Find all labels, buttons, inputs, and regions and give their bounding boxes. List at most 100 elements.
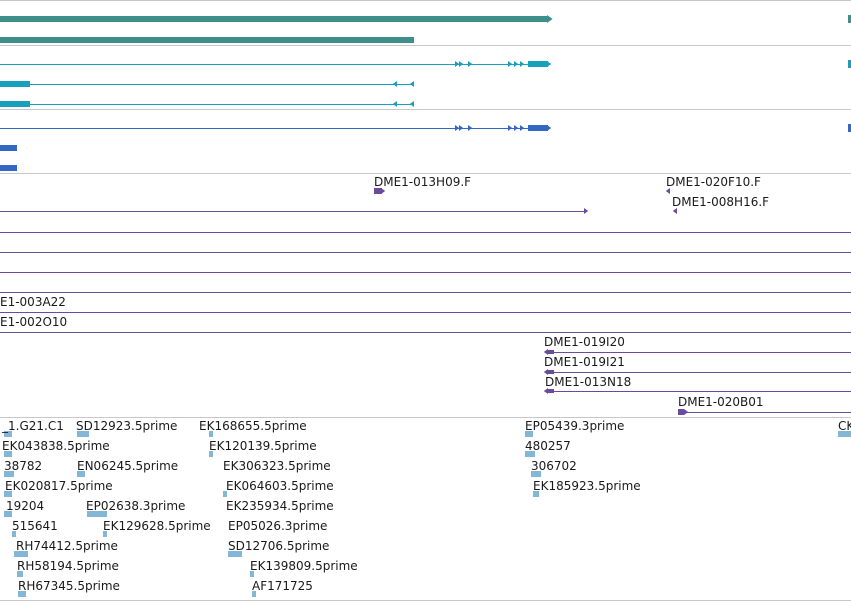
triangle-arrow-icon [459,125,464,131]
clone-marker[interactable] [548,370,554,374]
est-block[interactable] [250,571,254,577]
est-label[interactable]: 38782 [4,459,43,473]
triangle-arrow-icon [547,125,552,131]
est-label[interactable]: SD12706.5prime [228,539,330,553]
exon-block[interactable] [0,165,17,171]
clone-label[interactable]: DME1-020F10.F [666,175,761,189]
triangle-arrow-icon [543,369,548,375]
est-block[interactable] [4,491,12,497]
clone-label[interactable]: DME1-019I20 [544,335,625,349]
est-block[interactable] [77,471,85,477]
est-block[interactable] [838,431,851,437]
est-label[interactable]: EN06245.5prime [77,459,179,473]
est-block[interactable] [4,511,12,517]
triangle-arrow-icon [409,81,414,87]
exon-block[interactable] [528,61,548,67]
est-block[interactable] [17,571,23,577]
est-label[interactable]: RH58194.5prime [17,559,119,573]
est-block[interactable] [525,451,535,457]
triangle-arrow-icon [672,208,677,214]
est-label[interactable]: EK168655.5prime [199,419,307,433]
est-label[interactable]: EK020817.5prime [5,479,113,493]
est-label[interactable]: EK235934.5prime [226,499,334,513]
est-block[interactable] [103,531,107,537]
clone-label[interactable]: DME1-019I21 [544,355,625,369]
est-label[interactable]: 480257 [525,439,571,453]
est-label[interactable]: EK139809.5prime [250,559,358,573]
gene-bar[interactable] [0,16,548,22]
est-label[interactable]: RH74412.5prime [16,539,118,553]
est-label[interactable]: EP02638.3prime [86,499,186,513]
est-label[interactable]: EP05439.3prime [525,419,625,433]
est-block[interactable] [18,591,26,597]
triangle-arrow-icon [514,125,519,131]
est-block[interactable] [12,531,16,537]
triangle-arrow-icon [459,61,464,67]
exon-block[interactable] [0,81,30,87]
est-block[interactable] [4,471,14,477]
triangle-arrow-icon [455,125,460,131]
exon-block[interactable] [848,124,851,132]
triangle-arrow-icon [543,388,548,394]
est-label[interactable]: CK [838,419,851,433]
triangle-arrow-icon [547,61,552,67]
est-block[interactable] [77,431,89,437]
est-label[interactable]: EP05026.3prime [228,519,328,533]
triangle-arrow-icon [508,61,513,67]
est-label[interactable]: EK120139.5prime [209,439,317,453]
est-block[interactable] [4,451,12,457]
est-label[interactable]: EK064603.5prime [226,479,334,493]
est-block[interactable] [531,471,541,477]
exon-block[interactable] [0,145,17,151]
exon-block[interactable] [848,60,851,68]
clone-label[interactable]: E1-002O10 [0,315,68,329]
clone-label[interactable]: DME1-013H09.F [374,175,472,189]
est-block[interactable] [525,431,533,437]
est-label[interactable]: 306702 [531,459,577,473]
est-label[interactable]: 515641 [12,519,58,533]
triangle-arrow-icon [455,61,460,67]
est-label[interactable]: SD12923.5prime [76,419,178,433]
triangle-arrow-icon [392,101,397,107]
est-block[interactable] [209,451,213,457]
est-label[interactable]: EK306323.5prime [223,459,331,473]
triangle-arrow-icon [392,81,397,87]
est-label[interactable]: EK185923.5prime [533,479,641,493]
clone-label[interactable]: DME1-008H16.F [672,195,770,209]
triangle-arrow-icon [520,125,525,131]
est-label[interactable]: EK129628.5prime [103,519,211,533]
est-label[interactable]: 19204 [6,499,45,513]
triangle-arrow-icon [584,208,589,214]
triangle-arrow-icon [381,188,386,194]
exon-block[interactable] [528,125,548,131]
clone-marker[interactable] [374,188,382,194]
clone-marker[interactable] [678,409,684,415]
est-block[interactable] [228,551,242,557]
est-block[interactable] [252,591,256,597]
gene-bar[interactable] [848,15,851,23]
triangle-arrow-icon [543,349,548,355]
triangle-arrow-icon [514,61,519,67]
clone-label[interactable]: E1-003A22 [0,295,66,309]
triangle-arrow-icon [520,61,525,67]
est-block[interactable] [87,511,107,517]
est-block[interactable] [4,431,12,437]
est-block[interactable] [14,551,28,557]
clone-label[interactable]: DME1-020B01 [678,395,764,409]
exon-block[interactable] [0,101,30,107]
est-block[interactable] [533,491,539,497]
gene-bar[interactable] [0,37,414,43]
clone-marker[interactable] [548,389,554,393]
est-block[interactable] [223,491,227,497]
est-label[interactable]: _1.G21.C1 [2,419,64,433]
est-label[interactable]: RH67345.5prime [18,579,120,593]
est-label[interactable]: AF171725 [252,579,313,593]
triangle-arrow-icon [665,188,670,194]
clone-marker[interactable] [548,350,554,354]
triangle-arrow-icon [547,15,553,23]
est-block[interactable] [209,431,213,437]
est-label[interactable]: EK043838.5prime [2,439,110,453]
clone-label[interactable]: DME1-013N18 [545,375,632,389]
triangle-arrow-icon [409,101,414,107]
